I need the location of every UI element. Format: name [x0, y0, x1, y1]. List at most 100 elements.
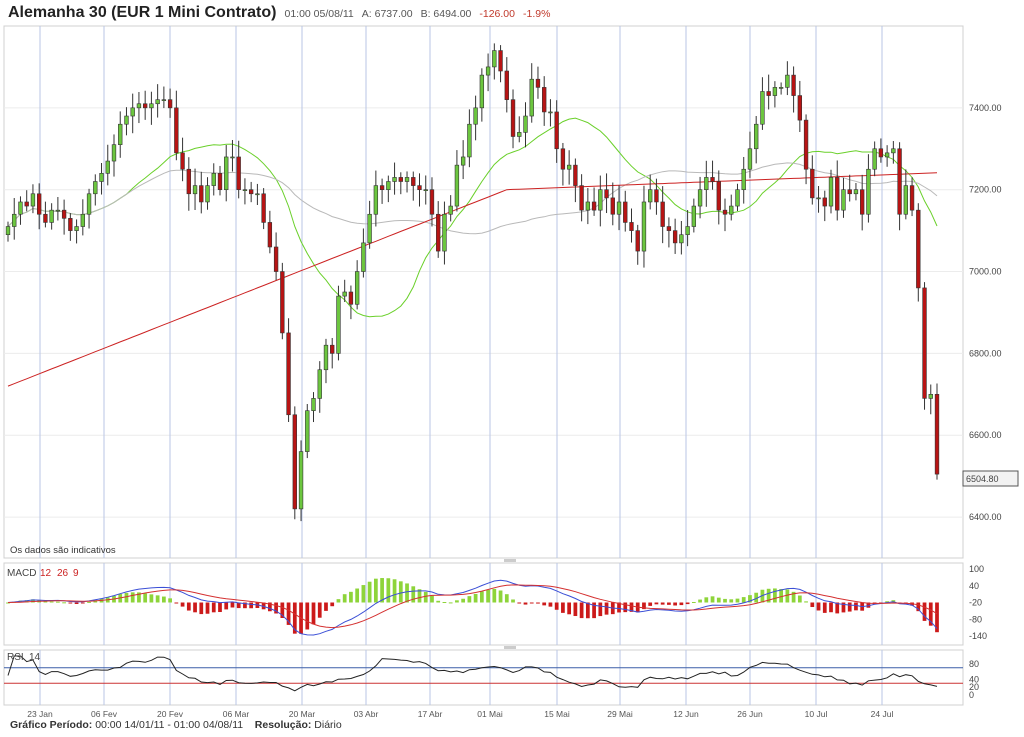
macd-histogram-bar: [928, 602, 933, 626]
candle: [411, 171, 416, 201]
candle: [635, 224, 640, 265]
price-panel: [3, 25, 964, 559]
candle-body: [392, 177, 397, 182]
candle: [841, 177, 846, 218]
macd-histogram-bar: [922, 602, 927, 621]
candle: [286, 318, 291, 422]
chart-header: Alemanha 30 (EUR 1 Mini Contrato) 01:00 …: [8, 4, 550, 26]
macd-histogram-bar: [642, 602, 646, 610]
candle: [30, 184, 36, 214]
candle-body: [841, 189, 846, 211]
macd-histogram-bar: [660, 602, 665, 605]
candle-body: [323, 344, 329, 371]
rsi-name: RSI: [7, 652, 24, 663]
candle: [548, 99, 553, 127]
candle-body: [604, 189, 609, 199]
macd-tick-label: -80: [969, 614, 982, 624]
macd-histogram-bar: [916, 602, 921, 612]
candle-body: [429, 189, 435, 215]
date-tick-label: 26 Jun: [737, 709, 763, 719]
macd-histogram-bar: [648, 602, 653, 606]
candle: [498, 45, 503, 83]
candle-body: [778, 87, 784, 89]
candle: [623, 190, 628, 232]
candle-body: [666, 226, 672, 231]
candle: [230, 139, 235, 172]
macd-histogram-bar: [373, 578, 378, 603]
macd-histogram-bar: [935, 602, 939, 633]
candle: [766, 74, 771, 110]
candle: [211, 163, 216, 196]
candle-body: [404, 177, 410, 182]
candle: [510, 89, 516, 149]
candle: [797, 80, 803, 133]
candle-body: [928, 394, 933, 399]
candle: [660, 186, 665, 244]
resolution-label: Resolução:: [254, 719, 312, 731]
candle: [598, 175, 603, 227]
candle: [348, 285, 354, 320]
candle-body: [217, 173, 223, 190]
candle: [186, 157, 191, 211]
candle: [273, 232, 279, 281]
macd-histogram-bar: [367, 581, 372, 603]
candle: [754, 116, 759, 164]
macd-histogram-bar: [286, 602, 291, 625]
candle: [704, 160, 709, 207]
candle-body: [934, 394, 940, 475]
candle-body: [741, 168, 746, 190]
candle: [928, 384, 933, 415]
candle: [192, 168, 198, 210]
macd-histogram-bar: [124, 592, 129, 603]
candle-body: [635, 230, 640, 252]
macd-histogram-bar: [218, 602, 222, 613]
macd-histogram-bar: [461, 598, 466, 603]
candle: [298, 440, 304, 522]
macd-panel: [3, 562, 964, 646]
candle-body: [510, 99, 516, 137]
rsi-tick-label: 80: [969, 659, 979, 669]
candle: [68, 213, 73, 241]
candle-body: [361, 242, 366, 272]
candle-body: [872, 148, 877, 170]
candle-body: [30, 193, 36, 207]
macd-histogram-bar: [511, 599, 515, 603]
macd-histogram-bar: [804, 601, 808, 603]
date-tick-label: 06 Mar: [223, 709, 250, 719]
macd-histogram-bar: [430, 595, 434, 603]
macd-histogram-bar: [691, 601, 696, 603]
candle-body: [230, 156, 235, 159]
date-tick-label: 03 Abr: [354, 709, 379, 719]
candle: [785, 61, 790, 96]
macd-tick-label: -140: [969, 631, 987, 641]
candle: [323, 338, 329, 384]
candle: [909, 177, 915, 217]
candle-body: [810, 168, 815, 199]
candle: [672, 218, 678, 254]
candle-body: [280, 271, 285, 334]
price-change: -126.00: [479, 8, 515, 20]
candle: [778, 82, 784, 95]
candle: [392, 162, 397, 195]
candle: [373, 170, 379, 227]
candle-body: [591, 201, 597, 211]
candle: [679, 220, 684, 255]
candle-body: [354, 271, 360, 305]
candle-body: [785, 74, 790, 88]
candle-body: [672, 230, 678, 244]
macd-histogram-bar: [698, 599, 702, 603]
candle: [86, 188, 92, 229]
candle-body: [467, 123, 472, 158]
candle: [504, 57, 509, 113]
candle: [523, 102, 528, 148]
candle: [130, 93, 135, 134]
macd-histogram-bar: [748, 595, 752, 603]
candle-body: [286, 332, 291, 416]
rsi-panel: [3, 649, 964, 706]
macd-histogram-bar: [274, 602, 278, 614]
macd-histogram-bar: [49, 601, 54, 603]
macd-histogram-bar: [224, 602, 229, 610]
macd-histogram-bar: [24, 600, 29, 603]
candle-body: [398, 177, 403, 182]
